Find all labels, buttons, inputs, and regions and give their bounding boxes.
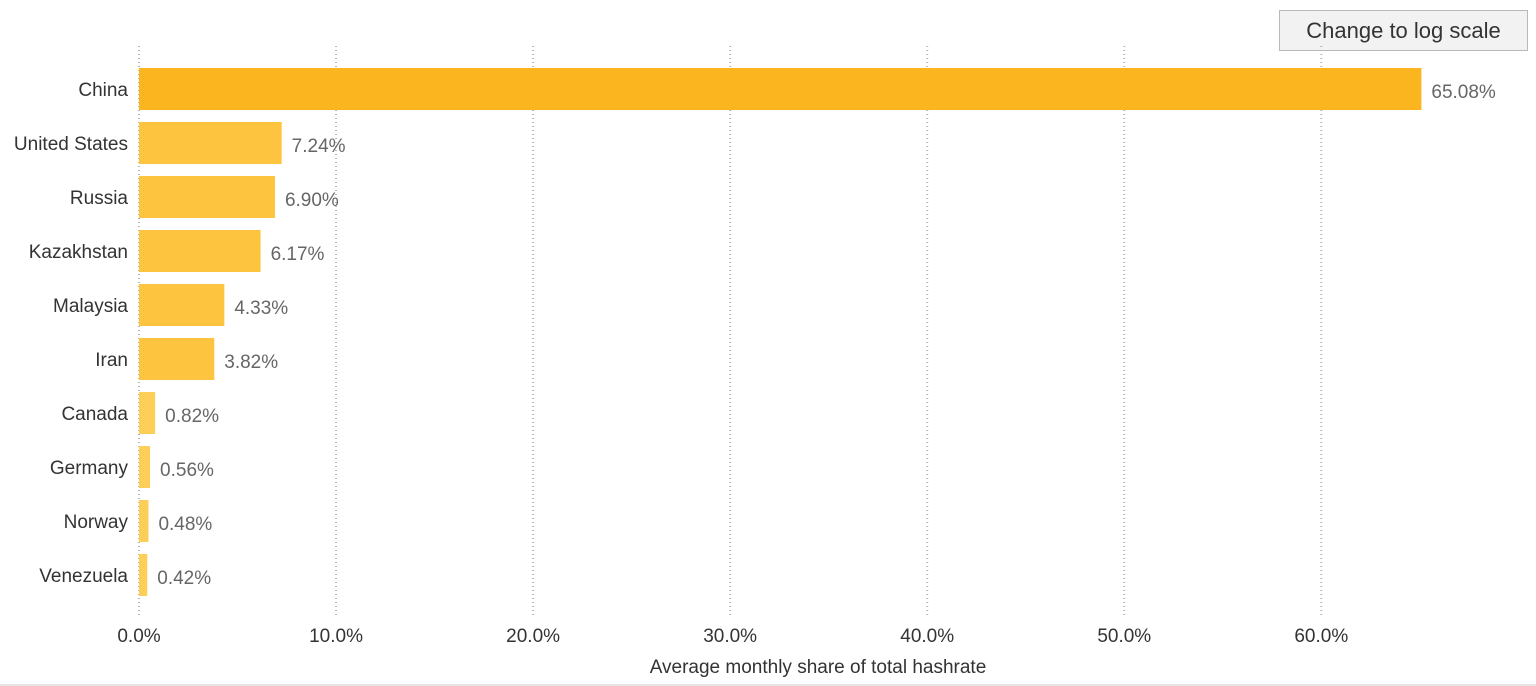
category-label: United States	[14, 134, 128, 155]
bar	[139, 230, 261, 272]
bar	[139, 392, 156, 434]
value-label: 0.56%	[160, 460, 214, 481]
x-tick-label: 0.0%	[117, 626, 160, 647]
bar	[139, 68, 1422, 110]
category-label: Norway	[64, 512, 129, 533]
category-label: Venezuela	[39, 566, 128, 587]
x-tick-label: 40.0%	[900, 626, 954, 647]
value-label: 6.90%	[285, 190, 339, 211]
category-label: Canada	[61, 404, 128, 425]
category-label: Malaysia	[53, 296, 128, 317]
value-label: 0.48%	[158, 514, 212, 535]
x-tick-label: 60.0%	[1294, 626, 1348, 647]
bar	[139, 500, 149, 542]
labels: 0.0% 10.0% 20.0% 30.0% 40.0% 50.0% 60.0% China 6…	[14, 80, 1496, 647]
gridlines	[138, 46, 1323, 618]
bars	[139, 68, 1422, 596]
category-label: Russia	[70, 188, 129, 209]
category-label: Iran	[95, 350, 128, 371]
change-to-log-scale-button[interactable]: Change to log scale	[1279, 10, 1528, 51]
value-label: 4.33%	[234, 298, 288, 319]
category-label: China	[78, 80, 128, 101]
value-label: 6.17%	[271, 244, 325, 265]
bar	[139, 176, 275, 218]
bar	[139, 284, 225, 326]
value-label: 0.82%	[165, 406, 219, 427]
bar	[139, 122, 282, 164]
value-label: 3.82%	[224, 352, 278, 373]
bar	[139, 554, 148, 596]
x-tick-label: 20.0%	[506, 626, 560, 647]
category-label: Germany	[50, 458, 129, 479]
x-axis-title: Average monthly share of total hashrate	[650, 657, 987, 678]
bar	[139, 338, 215, 380]
x-tick-label: 50.0%	[1097, 626, 1151, 647]
x-tick-label: 10.0%	[309, 626, 363, 647]
bottom-divider	[0, 684, 1536, 686]
value-label: 7.24%	[292, 136, 346, 157]
value-label: 0.42%	[157, 568, 211, 589]
x-tick-label: 30.0%	[703, 626, 757, 647]
category-label: Kazakhstan	[29, 242, 128, 263]
value-label: 65.08%	[1431, 82, 1496, 103]
bar	[139, 446, 151, 488]
